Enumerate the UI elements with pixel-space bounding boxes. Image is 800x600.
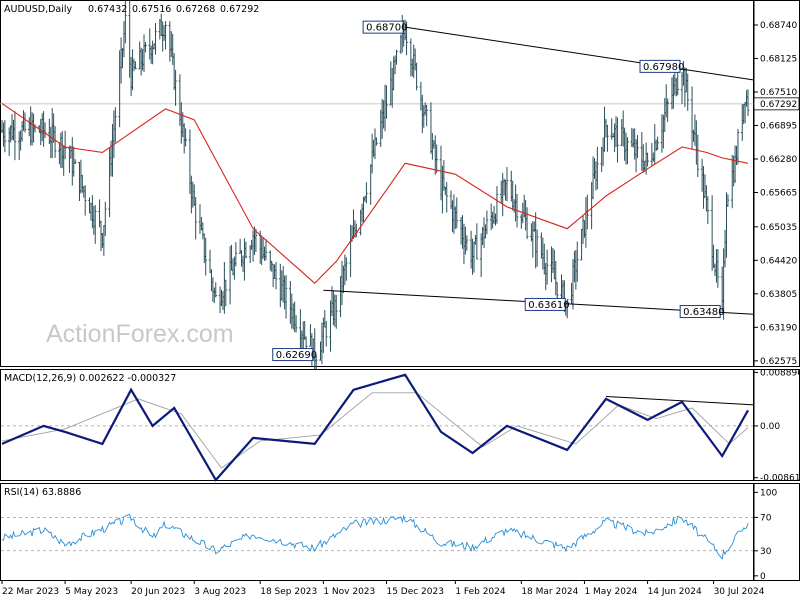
date-tick-label: 22 Mar 2023 — [2, 587, 59, 597]
price-plot-area — [0, 0, 754, 367]
last-price-label: 0.67292 — [760, 100, 797, 110]
trendline — [405, 26, 755, 81]
rsi-panel: 100 70 30 0 RSI(14) 63.8886 — [0, 483, 800, 582]
rsi-line — [1, 513, 749, 560]
annotation-label: 0.63480 — [683, 307, 724, 318]
last-price-box — [753, 97, 800, 111]
ohlc-close: 0.67292 — [220, 4, 259, 15]
price-y-tick-label: 0.66895 — [760, 121, 797, 131]
rsi-y-tick-label: 30 — [760, 547, 772, 557]
moving-average — [1, 102, 749, 284]
price-y-tick-label: 0.63805 — [760, 290, 797, 300]
price-y-tick-label: 0.66280 — [760, 155, 797, 165]
rsi-title: RSI(14) 63.8886 — [4, 487, 81, 498]
rsi-line-path — [1, 513, 749, 560]
macd-y-axis: 0.008896 0.00 -0.008612 — [754, 368, 800, 484]
price-y-axis: 0.68740 0.68125 0.67510 0.66895 0.66280 0.656… — [753, 21, 800, 367]
annotation-box — [524, 297, 566, 311]
price-y-tick-label: 0.68740 — [760, 21, 797, 31]
ohlc-high: 0.67516 — [132, 4, 171, 15]
chart-title: AUDUSD,Daily — [4, 4, 73, 15]
price-y-tick-label: 0.68125 — [760, 54, 797, 64]
rsi-y-tick-label: 70 — [760, 513, 772, 523]
macd-lines — [1, 373, 755, 482]
date-axis: 22 Mar 2023 5 May 2023 20 Jun 2023 3 Aug 20… — [1, 580, 765, 597]
annotation-box — [272, 348, 314, 362]
macd-y-tick-label: -0.008612 — [760, 474, 800, 484]
annotation-box — [639, 59, 681, 73]
rsi-levels — [1, 516, 753, 552]
price-y-tick-label: 0.62575 — [760, 357, 797, 367]
macd-y-tick-label: 0.00 — [760, 422, 780, 432]
date-tick-label: 1 Nov 2023 — [323, 587, 375, 597]
annotation-label: 0.68700 — [366, 23, 407, 34]
date-tick-label: 18 Sep 2023 — [260, 587, 317, 597]
date-tick-label: 30 Jul 2024 — [714, 587, 765, 597]
annotation-label: 0.67980 — [643, 62, 684, 73]
rsi-axis-area — [753, 483, 800, 581]
annotation-box — [362, 20, 404, 34]
chart-header: AUDUSD,Daily 0.67432 0.67516 0.67268 0.6… — [4, 4, 259, 15]
macd-title: MACD(12,26,9) 0.002622 -0.000327 — [4, 373, 176, 384]
price-axis-area — [753, 0, 800, 367]
rsi-y-tick-label: 0 — [760, 572, 766, 582]
macd-axis-area — [753, 369, 800, 481]
annotation-label: 0.63610 — [528, 300, 569, 311]
macd-plot-area — [0, 369, 754, 481]
ohlc-open: 0.67432 — [88, 4, 127, 15]
date-tick-label: 18 Mar 2024 — [521, 587, 578, 597]
ohlc-low: 0.67268 — [176, 4, 215, 15]
macd-main-line — [1, 373, 749, 482]
macd-trendline — [605, 395, 755, 406]
date-tick-label: 20 Jun 2023 — [131, 587, 185, 597]
price-y-tick-label: 0.65035 — [760, 223, 797, 233]
annotation-label: 0.62690 — [276, 350, 317, 361]
date-tick-label: 3 Aug 2023 — [194, 587, 246, 597]
price-y-tick-label: 0.63190 — [760, 323, 797, 333]
date-tick-label: 14 Jun 2024 — [648, 587, 702, 597]
annotation-box — [679, 305, 721, 319]
price-annotations: 0.68700 0.67980 0.62690 0.63610 0.63480 — [272, 20, 725, 362]
price-y-tick-label: 0.64420 — [760, 256, 797, 266]
date-tick-label: 15 Dec 2023 — [386, 587, 444, 597]
price-y-tick-label: 0.67510 — [760, 88, 797, 98]
macd-y-tick-label: 0.008896 — [760, 368, 800, 378]
price-y-tick-label: 0.65665 — [760, 188, 797, 198]
macd-panel: 0.008896 0.00 -0.008612 MACD(12,26,9) 0.00… — [0, 368, 800, 484]
date-tick-label: 1 Feb 2024 — [455, 587, 506, 597]
date-tick-label: 1 May 2024 — [584, 587, 637, 597]
rsi-y-tick-label: 100 — [760, 488, 777, 498]
watermark: ActionForex.com — [46, 320, 234, 348]
rsi-y-axis: 100 70 30 0 — [754, 488, 777, 582]
ma-line — [1, 102, 749, 284]
date-tick-label: 5 May 2023 — [65, 587, 118, 597]
price-panel: ActionForex.com 0.687000.679800.626900.6… — [0, 0, 800, 373]
